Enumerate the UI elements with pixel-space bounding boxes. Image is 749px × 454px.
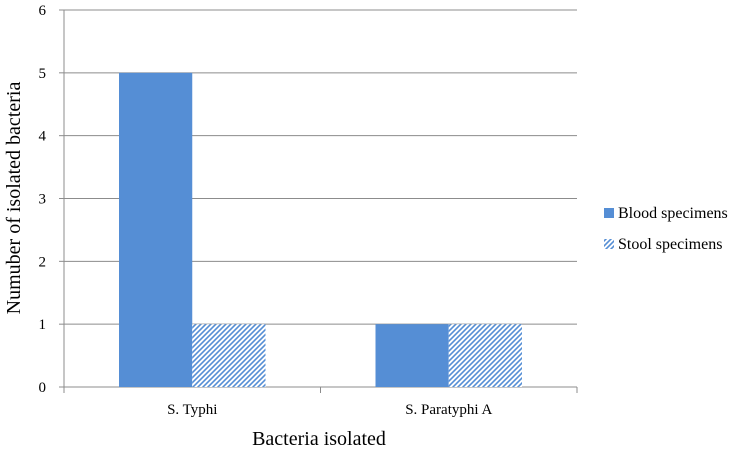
- y-tick-label: 2: [39, 254, 47, 270]
- legend: Blood specimens Stool specimens: [604, 205, 728, 253]
- y-axis-title: Numuber of isolated bacteria: [3, 82, 25, 315]
- x-tick-label: S. Paratyphi A: [405, 402, 492, 418]
- legend-swatch: [604, 208, 614, 218]
- tick-labels: 0 1 2 3 4 5 6 S. Typhi S. Paratyphi A: [39, 3, 493, 418]
- x-axis-title: Bacteria isolated: [252, 428, 386, 450]
- x-tick-label: S. Typhi: [167, 402, 217, 418]
- y-tick-label: 0: [39, 380, 47, 396]
- bar-stool: [192, 324, 266, 387]
- legend-swatch: [604, 239, 614, 249]
- y-tick-label: 3: [39, 192, 47, 208]
- bars: [119, 72, 522, 387]
- y-tick-label: 5: [39, 66, 47, 82]
- y-tick-label: 1: [39, 317, 47, 333]
- y-tick-label: 4: [39, 129, 47, 145]
- legend-label: Stool specimens: [618, 236, 722, 253]
- y-tick-label: 6: [39, 3, 47, 19]
- bar-stool: [448, 324, 522, 387]
- bar-blood: [119, 72, 193, 387]
- legend-label: Blood specimens: [618, 205, 728, 222]
- bar-blood: [375, 324, 449, 387]
